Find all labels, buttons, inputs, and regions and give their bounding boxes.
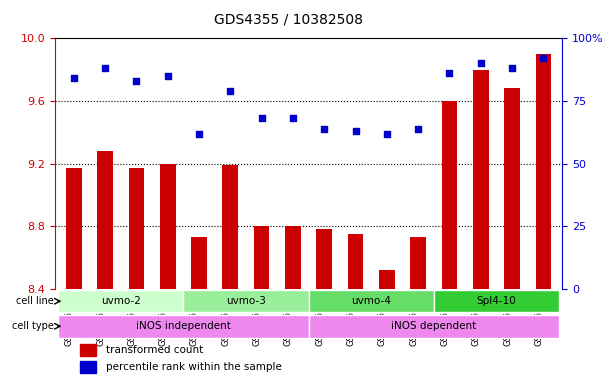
- Bar: [66, 168, 82, 289]
- Point: [382, 131, 392, 137]
- Point: [413, 126, 423, 132]
- Bar: [191, 237, 207, 289]
- Text: transformed count: transformed count: [106, 345, 203, 355]
- Text: iNOS independent: iNOS independent: [136, 321, 231, 331]
- Point: [445, 70, 455, 76]
- Bar: [316, 229, 332, 289]
- Point: [194, 131, 204, 137]
- Text: uvmo-2: uvmo-2: [101, 296, 141, 306]
- Text: GDS4355 / 10382508: GDS4355 / 10382508: [214, 13, 363, 27]
- Bar: [411, 237, 426, 289]
- Text: uvmo-3: uvmo-3: [226, 296, 266, 306]
- Bar: [81, 344, 95, 356]
- Point: [100, 65, 110, 71]
- FancyBboxPatch shape: [309, 315, 559, 338]
- Point: [131, 78, 141, 84]
- Bar: [348, 234, 364, 289]
- Text: cell type: cell type: [12, 321, 53, 331]
- Text: percentile rank within the sample: percentile rank within the sample: [106, 362, 282, 372]
- Point: [257, 116, 266, 122]
- Text: Spl4-10: Spl4-10: [477, 296, 516, 306]
- Point: [538, 55, 548, 61]
- Bar: [442, 101, 457, 289]
- Point: [225, 88, 235, 94]
- Text: iNOS dependent: iNOS dependent: [391, 321, 477, 331]
- Bar: [81, 361, 95, 372]
- Bar: [254, 226, 269, 289]
- Bar: [535, 54, 551, 289]
- Point: [507, 65, 517, 71]
- FancyBboxPatch shape: [183, 290, 309, 313]
- Point: [351, 128, 360, 134]
- Bar: [160, 164, 175, 289]
- Bar: [285, 226, 301, 289]
- FancyBboxPatch shape: [434, 290, 559, 313]
- Point: [163, 73, 172, 79]
- Point: [476, 60, 486, 66]
- Text: uvmo-4: uvmo-4: [351, 296, 391, 306]
- Point: [69, 75, 79, 81]
- Bar: [473, 70, 489, 289]
- Text: cell line: cell line: [16, 296, 53, 306]
- Bar: [379, 270, 395, 289]
- Bar: [128, 168, 144, 289]
- Bar: [97, 151, 113, 289]
- FancyBboxPatch shape: [58, 290, 183, 313]
- Bar: [222, 165, 238, 289]
- FancyBboxPatch shape: [309, 290, 434, 313]
- FancyBboxPatch shape: [58, 315, 309, 338]
- Bar: [504, 88, 520, 289]
- Point: [320, 126, 329, 132]
- Point: [288, 116, 298, 122]
